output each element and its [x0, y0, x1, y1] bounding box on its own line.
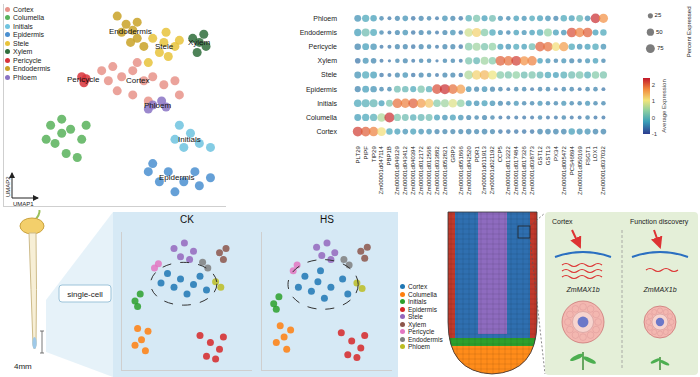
- svg-text:Zm00001d037032: Zm00001d037032: [600, 146, 606, 195]
- svg-text:PX34: PX34: [553, 146, 559, 161]
- svg-text:LOX1: LOX1: [592, 146, 598, 162]
- svg-text:TIP29: TIP29: [371, 146, 377, 163]
- svg-text:GST13: GST13: [545, 146, 551, 166]
- svg-text:Epidermis: Epidermis: [159, 173, 195, 182]
- svg-text:Zm00001d040394: Zm00001d040394: [410, 146, 416, 195]
- svg-text:Cortex: Cortex: [126, 76, 150, 85]
- svg-text:Cortex: Cortex: [316, 128, 337, 135]
- svg-text:Zm00001d042520: Zm00001d042520: [466, 146, 472, 195]
- svg-text:1: 1: [652, 98, 656, 104]
- html-text:Phloem: Phloem: [13, 73, 37, 81]
- html-text:Pericycle: Pericycle: [13, 56, 42, 64]
- svg-text:Cortex: Cortex: [552, 218, 573, 225]
- svg-text:Endodermis: Endodermis: [300, 29, 338, 36]
- html-text:Epidermis: Epidermis: [13, 31, 45, 39]
- svg-text:Zm00001d049129: Zm00001d049129: [394, 146, 400, 195]
- svg-text:4mm: 4mm: [14, 362, 32, 371]
- svg-text:Phloem: Phloem: [144, 101, 171, 110]
- html-text:Initials: Initials: [408, 298, 427, 306]
- svg-text:Stele: Stele: [321, 71, 337, 78]
- html-text:Endodermis: Endodermis: [408, 335, 443, 343]
- html-text:Phloem: Phloem: [408, 343, 430, 351]
- svg-text:UMAP1: UMAP1: [13, 201, 34, 207]
- svg-text:-1: -1: [652, 131, 658, 137]
- svg-text:Phloem: Phloem: [313, 15, 337, 22]
- html-text:Stele: Stele: [408, 313, 423, 321]
- svg-text:75: 75: [657, 45, 664, 51]
- svg-text:Zm00001d051866: Zm00001d051866: [458, 146, 464, 195]
- svg-text:HS: HS: [320, 214, 334, 225]
- html-text:Cortex: Cortex: [408, 283, 428, 291]
- svg-text:Zm00001d052821: Zm00001d052821: [442, 146, 448, 195]
- svg-text:PIPF: PIPF: [363, 146, 369, 160]
- svg-text:Function discovery: Function discovery: [630, 218, 689, 226]
- svg-text:Zm00001d012568: Zm00001d012568: [426, 146, 432, 195]
- svg-text:Zm00001d021192: Zm00001d021192: [489, 146, 495, 195]
- svg-text:Zm00001d038773: Zm00001d038773: [529, 146, 535, 195]
- svg-text:Percent Expressed: Percent Expressed: [686, 7, 692, 58]
- svg-text:single-cell: single-cell: [67, 290, 103, 299]
- svg-text:Zm00001d017326: Zm00001d017326: [521, 146, 527, 195]
- svg-text:Zm00001d013222: Zm00001d013222: [505, 146, 511, 195]
- svg-text:Pericycle: Pericycle: [67, 75, 100, 84]
- svg-text:Initials: Initials: [317, 100, 337, 107]
- svg-text:GRP3: GRP3: [450, 146, 456, 163]
- svg-text:Zm00001d047114: Zm00001d047114: [378, 146, 384, 195]
- html-text:Initials: Initials: [13, 22, 33, 30]
- html-text:Stele: Stele: [13, 39, 29, 47]
- html-text:Columella: Columella: [408, 290, 437, 298]
- svg-text:Initials: Initials: [178, 135, 201, 144]
- svg-text:0: 0: [652, 115, 656, 121]
- svg-text:PCS46894: PCS46894: [569, 146, 575, 176]
- svg-text:Stele: Stele: [155, 42, 174, 51]
- svg-text:50: 50: [656, 29, 663, 35]
- html-text:Cortex: Cortex: [13, 5, 34, 13]
- html-text:Columella: Columella: [13, 14, 45, 22]
- svg-text:25: 25: [655, 12, 662, 18]
- html-text:Endodermis: Endodermis: [13, 65, 51, 73]
- svg-text:Pericycle: Pericycle: [309, 43, 338, 51]
- svg-text:UMAP2: UMAP2: [5, 176, 11, 197]
- svg-text:Zm00001d012172: Zm00001d012172: [418, 146, 424, 195]
- svg-text:PLT29: PLT29: [355, 146, 361, 164]
- svg-text:Columella: Columella: [306, 114, 337, 121]
- svg-text:Zm00001d033882: Zm00001d033882: [434, 146, 440, 195]
- svg-text:Zm00001d043412: Zm00001d043412: [402, 146, 408, 195]
- svg-text:CCP5: CCP5: [497, 146, 503, 163]
- svg-text:FSGT1: FSGT1: [585, 146, 591, 166]
- svg-text:ZmMAX1b: ZmMAX1b: [642, 286, 676, 293]
- svg-text:GST12: GST12: [537, 146, 543, 166]
- svg-text:Xylem: Xylem: [188, 38, 211, 47]
- svg-text:ZmMAX1b: ZmMAX1b: [565, 286, 599, 293]
- svg-text:Average Expression: Average Expression: [661, 79, 667, 133]
- svg-text:Zm00001d005472: Zm00001d005472: [561, 146, 567, 195]
- svg-text:Zm00001d011913: Zm00001d011913: [482, 146, 488, 195]
- svg-text:Endodermis: Endodermis: [109, 27, 152, 36]
- svg-text:Xylem: Xylem: [318, 57, 338, 65]
- html-text:Pericycle: Pericycle: [408, 328, 435, 336]
- html-text:Xylem: Xylem: [408, 320, 427, 328]
- svg-text:2: 2: [652, 82, 656, 88]
- svg-text:Zm00001d017484: Zm00001d017484: [513, 146, 519, 195]
- svg-text:PBP1B: PBP1B: [386, 146, 392, 165]
- html-text:Xylem: Xylem: [13, 48, 33, 56]
- html-text:Epidermis: Epidermis: [408, 305, 437, 313]
- svg-text:CK: CK: [180, 214, 194, 225]
- svg-text:Epidermis: Epidermis: [306, 86, 338, 94]
- svg-text:Zm00001d050169: Zm00001d050169: [577, 146, 583, 195]
- svg-text:PDR1: PDR1: [474, 146, 480, 163]
